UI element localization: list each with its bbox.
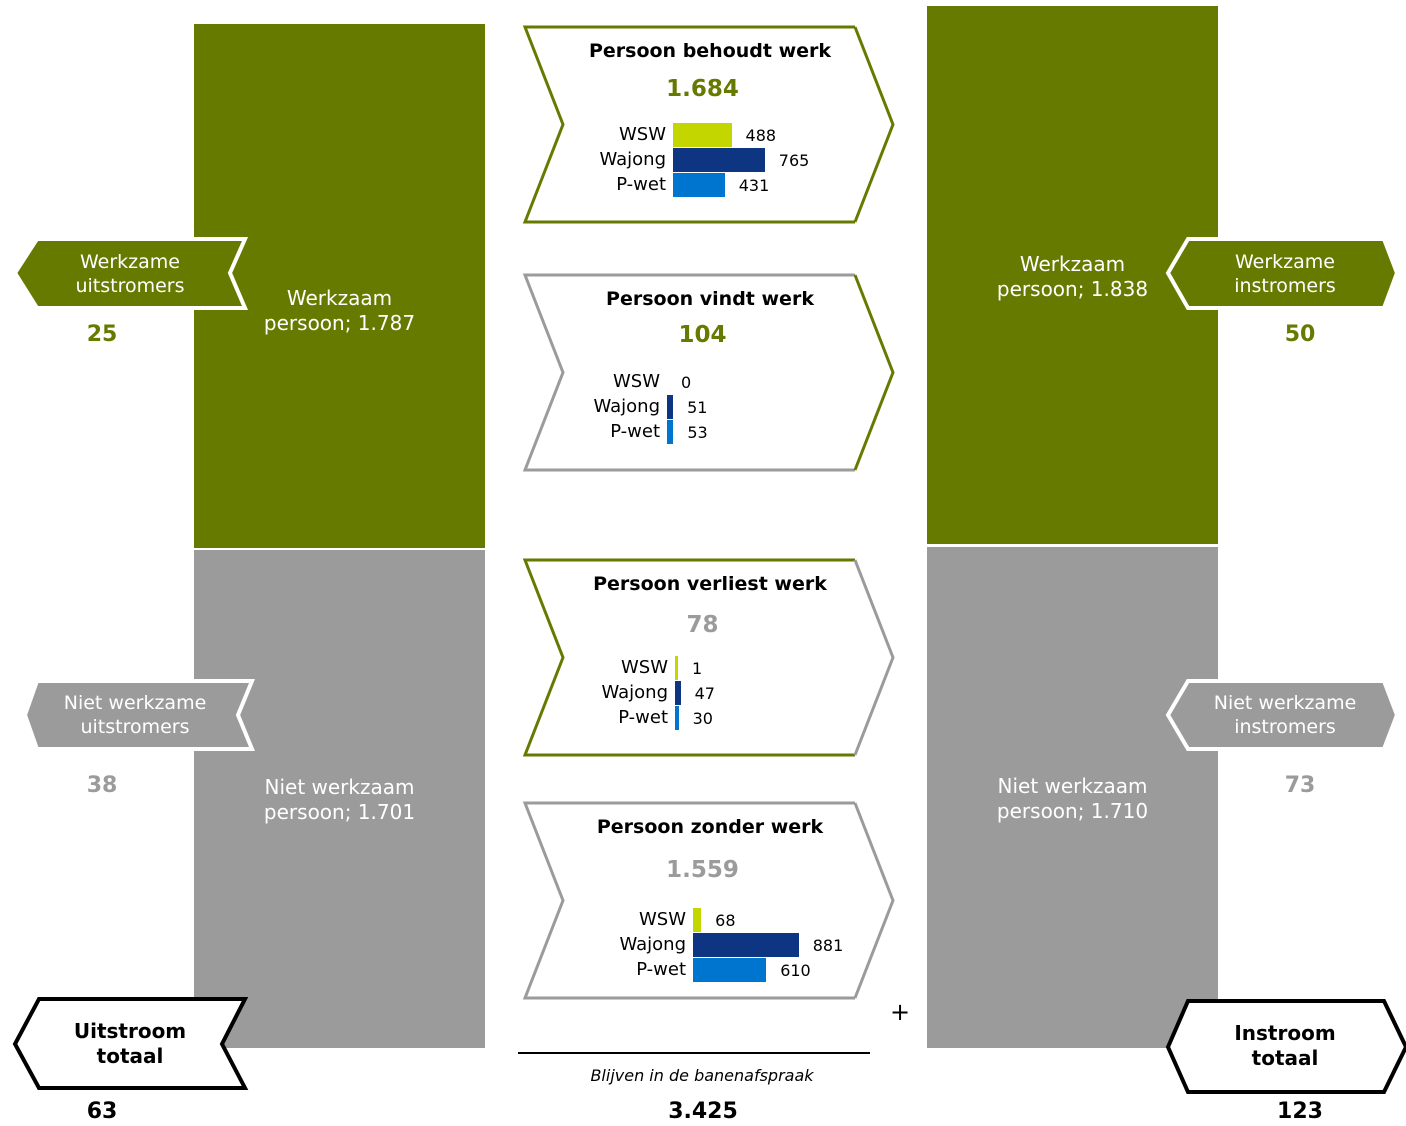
inflow-total-label: Instroom totaal <box>1234 1021 1336 1070</box>
plus-sign: + <box>890 998 911 1026</box>
bar <box>673 148 765 172</box>
card-arrow-tip <box>853 26 895 223</box>
card-outline <box>522 801 855 1000</box>
bar <box>673 173 725 197</box>
bar <box>693 908 702 932</box>
bar-value: 881 <box>812 936 844 955</box>
remain-value: 3.425 <box>668 1099 738 1124</box>
card-total: 1.559 <box>666 857 739 883</box>
card-total: 78 <box>686 612 719 638</box>
bar-label: Wajong <box>593 396 660 417</box>
bar-value: 68 <box>715 911 736 930</box>
right-nonworking-label-2: persoon; 1.710 <box>996 799 1149 823</box>
left-working-block: Werkzaam persoon; 1.787 <box>194 24 485 548</box>
bar-value: 610 <box>780 961 811 980</box>
outflow-nonworking-value: 38 <box>86 773 118 798</box>
bar <box>675 706 679 730</box>
left-nonworking-label-2: persoon; 1.701 <box>263 800 416 824</box>
inflow-total-value: 123 <box>1277 1099 1323 1124</box>
outflow-total-value: 63 <box>86 1099 118 1124</box>
bar-label: Wajong <box>599 149 666 170</box>
right-nonworking-label-1: Niet werkzaam <box>997 774 1148 798</box>
right-working-label-2: persoon; 1.838 <box>996 277 1149 301</box>
card-arrow-tip <box>853 559 895 756</box>
card-total: 1.684 <box>666 76 739 102</box>
bar-value: 53 <box>687 423 708 442</box>
bar-value: 1 <box>692 659 703 678</box>
bar-value: 51 <box>687 398 708 417</box>
bar-label: P-wet <box>618 707 668 728</box>
inflow-working-value: 50 <box>1284 322 1316 347</box>
card-total: 104 <box>678 322 727 348</box>
outflow-nonworking-label: Niet werkzame uitstromers <box>63 692 207 738</box>
bar-value: 765 <box>778 151 810 170</box>
bar-value: 30 <box>692 709 713 728</box>
bar <box>693 958 767 982</box>
left-working-label-2: persoon; 1.787 <box>263 311 416 335</box>
bar-value: 488 <box>745 126 777 145</box>
bar <box>673 123 732 147</box>
card-arrow-tip <box>853 802 895 999</box>
bar <box>693 933 799 957</box>
bar-label: WSW <box>638 909 686 930</box>
card-outline <box>522 273 855 472</box>
bar-value: 47 <box>694 684 715 703</box>
bar-label: Wajong <box>601 682 668 703</box>
bar-label: Wajong <box>619 934 686 955</box>
card-arrow-tip <box>853 274 895 471</box>
card-title: Persoon vindt werk <box>606 288 814 310</box>
bar-label: P-wet <box>636 959 686 980</box>
inflow-nonworking-value: 73 <box>1284 773 1316 798</box>
inflow-working-label: Werkzame instromers <box>1234 251 1336 297</box>
card-outline <box>522 558 855 757</box>
remain-label: Blijven in de banenafspraak <box>590 1066 814 1085</box>
bar-label: P-wet <box>610 421 660 442</box>
bar-label: WSW <box>618 124 666 145</box>
bar <box>667 420 674 444</box>
left-nonworking-label-1: Niet werkzaam <box>264 775 415 799</box>
right-working-label-1: Werkzaam <box>1019 252 1126 276</box>
card-title: Persoon zonder werk <box>596 816 824 838</box>
outflow-working-label: Werkzame uitstromers <box>75 251 185 297</box>
bar <box>675 681 681 705</box>
outflow-working-value: 25 <box>86 322 118 347</box>
bar-value: 431 <box>738 176 770 195</box>
right-nonworking-block: Niet werkzaam persoon; 1.710 <box>927 547 1218 1048</box>
bar-label: P-wet <box>616 174 666 195</box>
card-outline <box>522 25 855 224</box>
bar-value: 0 <box>681 373 692 392</box>
left-working-label-1: Werkzaam <box>286 286 393 310</box>
bar-label: WSW <box>620 657 668 678</box>
bar <box>675 656 678 680</box>
bar <box>667 395 674 419</box>
outflow-total-label: Uitstroom totaal <box>73 1019 187 1068</box>
card-title: Persoon verliest werk <box>593 573 827 595</box>
bar-label: WSW <box>612 371 660 392</box>
card-title: Persoon behoudt werk <box>588 40 832 62</box>
inflow-nonworking-label: Niet werkzame instromers <box>1213 692 1357 738</box>
left-nonworking-block: Niet werkzaam persoon; 1.701 <box>194 550 485 1048</box>
